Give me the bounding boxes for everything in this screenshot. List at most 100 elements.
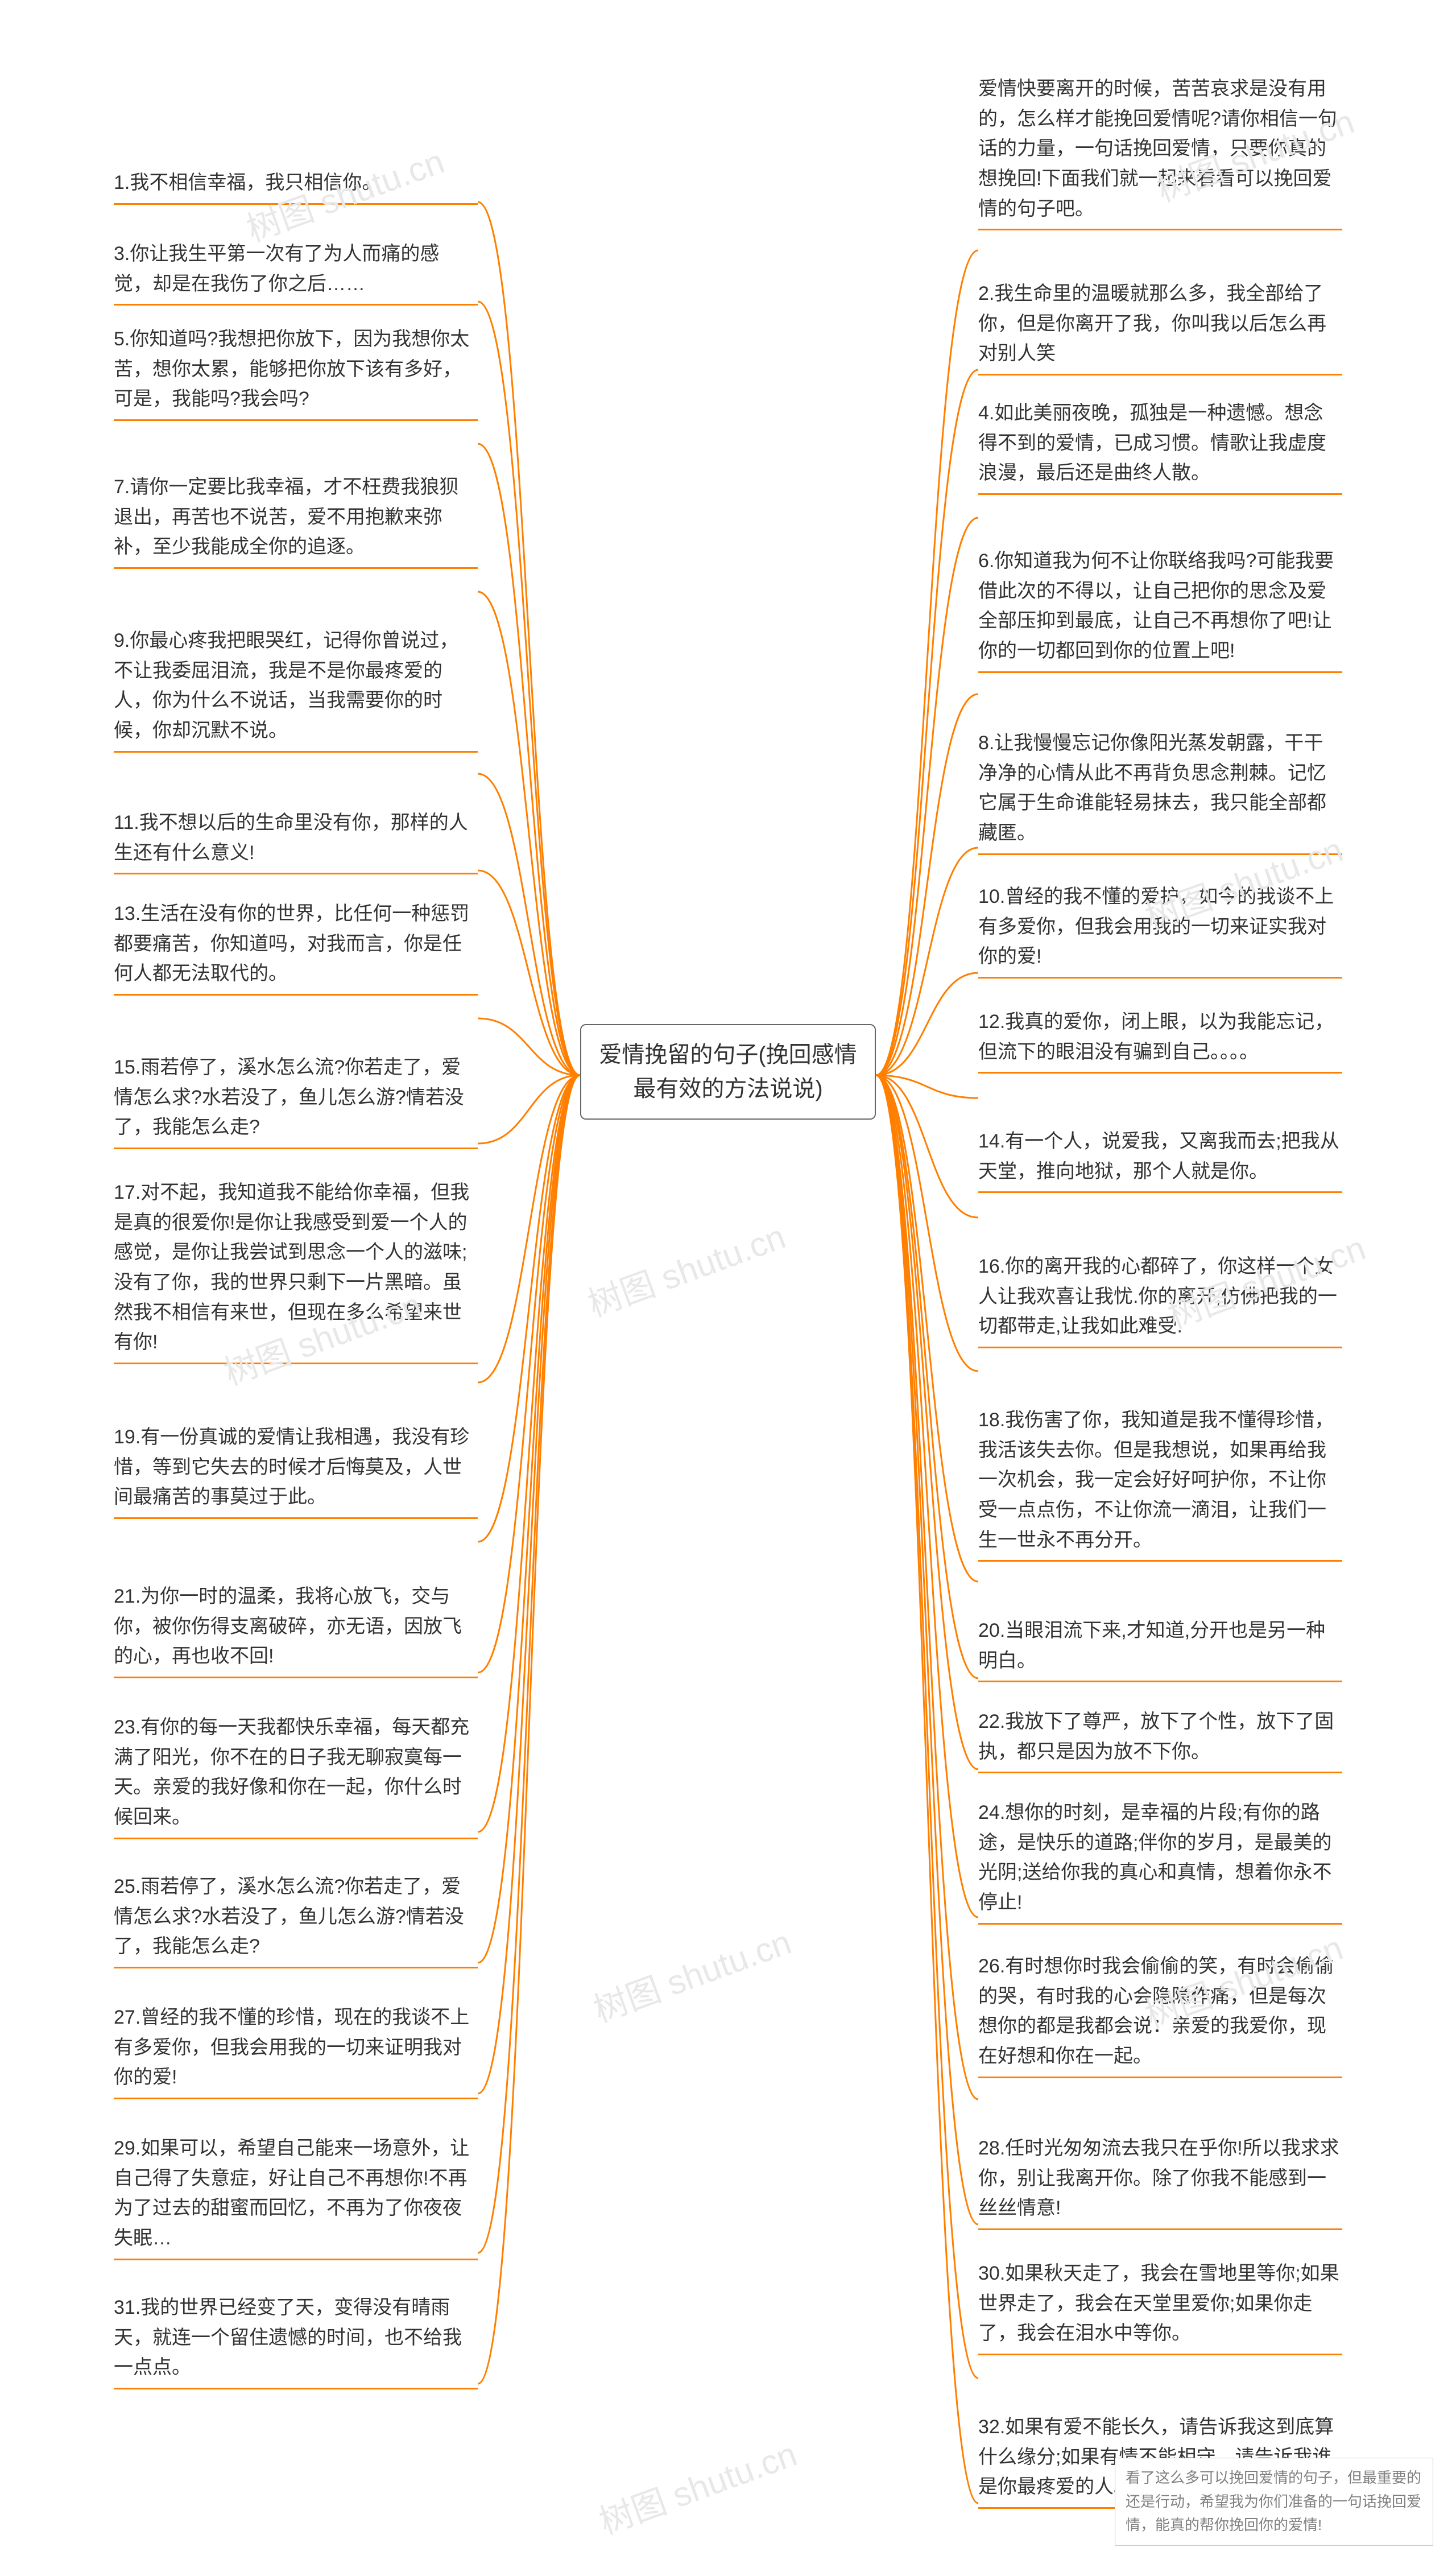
leaf-underline	[978, 2228, 1342, 2230]
footer-note: 看了这么多可以挽回爱情的句子，但最重要的还是行动，希望我为你们准备的一句话挽回爱…	[1115, 2458, 1433, 2546]
leaf-node: 22.我放下了尊严，放下了个性，放下了固执，都只是因为放不下你。	[978, 1707, 1342, 1773]
leaf-node: 14.有一个人，说爱我，又离我而去;把我从天堂，推向地狱，那个人就是你。	[978, 1126, 1342, 1193]
leaf-underline	[978, 493, 1342, 495]
edge	[478, 444, 580, 1075]
edge	[876, 1075, 978, 1217]
leaf-underline	[114, 873, 478, 874]
edge	[876, 848, 978, 1075]
leaf-underline	[114, 751, 478, 753]
leaf-node: 2.我生命里的温暖就那么多，我全部给了你，但是你离开了我，你叫我以后怎么再对别人…	[978, 279, 1342, 375]
leaf-underline	[978, 1191, 1342, 1193]
leaf-underline	[978, 1681, 1342, 1682]
watermark: 树图 shutu.cn	[580, 1210, 791, 1327]
leaf-node: 13.生活在没有你的世界，比任何一种惩罚都要痛苦，你知道吗，对我而言，你是任何人…	[114, 899, 478, 996]
edge	[478, 1075, 580, 1963]
leaf-underline	[114, 1967, 478, 1968]
edge	[478, 1018, 580, 1075]
leaf-node: 20.当眼泪流下来,才知道,分开也是另一种明白。	[978, 1616, 1342, 1682]
leaf-underline	[978, 1772, 1342, 1773]
leaf-node: 5.你知道吗?我想把你放下，因为我想你太苦，想你太累，能够把你放下该有多好，可是…	[114, 324, 478, 421]
leaf-underline	[978, 374, 1342, 375]
edge	[876, 973, 978, 1075]
leaf-node: 18.我伤害了你，我知道是我不懂得珍惜，我活该失去你。但是我想说，如果再给我一次…	[978, 1405, 1342, 1562]
leaf-underline	[114, 2259, 478, 2260]
leaf-node: 12.我真的爱你，闭上眼，以为我能忘记，但流下的眼泪没有骗到自己。。。。	[978, 1007, 1342, 1074]
edge	[478, 1075, 580, 2253]
edge	[876, 1075, 978, 1917]
edge	[876, 1075, 978, 1371]
leaf-node: 29.如果可以，希望自己能来一场意外，让自己得了失意症，好让自己不再想你!不再为…	[114, 2133, 478, 2260]
leaf-underline	[114, 1363, 478, 1364]
leaf-underline	[978, 2077, 1342, 2078]
leaf-node: 9.你最心疼我把眼哭红，记得你曾说过，不让我委屈泪流，我是不是你最疼爱的人，你为…	[114, 626, 478, 753]
leaf-underline	[978, 1072, 1342, 1074]
leaf-node: 28.任时光匆匆流去我只在乎你!所以我求求你，别让我离开你。除了你我不能感到一丝…	[978, 2133, 1342, 2230]
edge	[478, 1075, 580, 1144]
leaf-node: 24.想你的时刻，是幸福的片段;有你的路途，是快乐的道路;伴你的岁月，是最美的光…	[978, 1798, 1342, 1925]
leaf-underline	[978, 671, 1342, 673]
edge	[478, 1075, 580, 1832]
edge	[876, 250, 978, 1075]
leaf-node: 26.有时想你时我会偷偷的笑，有时会偷偷的哭，有时我的心会隐隐作痛，但是每次想你…	[978, 1951, 1342, 2078]
edge	[478, 1075, 580, 2094]
leaf-node: 8.让我慢慢忘记你像阳光蒸发朝露，干干净净的心情从此不再背负思念荆棘。记忆它属于…	[978, 728, 1342, 855]
edge	[478, 870, 580, 1075]
leaf-underline	[114, 304, 478, 306]
edge	[478, 1075, 580, 2384]
edge	[876, 1075, 978, 1769]
edge	[478, 1075, 580, 1542]
edge	[876, 1075, 978, 1098]
leaf-node: 16.你的离开我的心都碎了，你这样一个女人让我欢喜让我忧.你的离开,仿佛把我的一…	[978, 1252, 1342, 1348]
leaf-node: 11.我不想以后的生命里没有你，那样的人生还有什么意义!	[114, 808, 478, 874]
edge	[876, 694, 978, 1075]
leaf-underline	[114, 1148, 478, 1149]
leaf-node: 10.曾经的我不懂的爱护，如今的我谈不上有多爱你，但我会用我的一切来证实我对你的…	[978, 882, 1342, 979]
leaf-node: 21.为你一时的温柔，我将心放飞，交与你，被你伤得支离破碎，亦无语，因放飞的心，…	[114, 1582, 478, 1678]
edge	[876, 370, 978, 1075]
leaf-node: 3.你让我生平第一次有了为人而痛的感觉，却是在我伤了你之后……	[114, 239, 478, 306]
leaf-underline	[978, 853, 1342, 855]
edge	[478, 302, 580, 1075]
leaf-node: 31.我的世界已经变了天，变得没有晴雨天，就连一个留住遗憾的时间，也不给我一点点…	[114, 2293, 478, 2389]
leaf-underline	[114, 203, 478, 205]
edge	[876, 518, 978, 1075]
edge	[478, 592, 580, 1075]
leaf-underline	[114, 2388, 478, 2389]
leaf-node: 17.对不起，我知道我不能给你幸福，但我是真的很爱你!是你让我感受到爱一个人的感…	[114, 1178, 478, 1364]
leaf-node: 23.有你的每一天我都快乐幸福，每天都充满了阳光，你不在的日子我无聊寂寞每一天。…	[114, 1712, 478, 1839]
edge	[876, 1075, 978, 2224]
edge	[478, 202, 580, 1075]
leaf-underline	[978, 229, 1342, 230]
edge	[876, 1075, 978, 2503]
leaf-underline	[978, 977, 1342, 979]
leaf-underline	[114, 994, 478, 996]
leaf-underline	[114, 419, 478, 421]
leaf-node: 19.有一份真诚的爱情让我相遇，我没有珍惜，等到它失去的时候才后悔莫及，人世间最…	[114, 1422, 478, 1519]
edge	[876, 1075, 978, 1678]
edge	[876, 1075, 978, 2099]
leaf-underline	[114, 567, 478, 569]
leaf-node: 6.你知道我为何不让你联络我吗?可能我要借此次的不得以，让自己把你的思念及爱全部…	[978, 546, 1342, 673]
leaf-underline	[978, 2354, 1342, 2355]
leaf-underline	[114, 1677, 478, 1678]
edge	[478, 1075, 580, 1673]
leaf-node: 27.曾经的我不懂的珍惜，现在的我谈不上有多爱你，但我会用我的一切来证明我对你的…	[114, 2003, 478, 2099]
leaf-underline	[978, 1560, 1342, 1562]
edge	[876, 1075, 978, 1582]
edge	[876, 1075, 978, 2378]
leaf-node: 7.请你一定要比我幸福，才不枉费我狼狈退出，再苦也不说苦，爱不用抱歉来弥补，至少…	[114, 472, 478, 569]
leaf-node: 1.我不相信幸福，我只相信你。	[114, 168, 478, 205]
leaf-node: 4.如此美丽夜晚，孤独是一种遗憾。想念得不到的爱情，已成习惯。情歌让我虚度浪漫，…	[978, 398, 1342, 495]
edge	[478, 1075, 580, 1382]
leaf-underline	[114, 1838, 478, 1839]
leaf-underline	[114, 1517, 478, 1519]
leaf-node: 25.雨若停了，溪水怎么流?你若走了，爱情怎么求?水若没了，鱼儿怎么游?情若没了…	[114, 1872, 478, 1968]
leaf-underline	[978, 1923, 1342, 1925]
leaf-node: 30.如果秋天走了，我会在雪地里等你;如果世界走了，我会在天堂里爱你;如果你走了…	[978, 2259, 1342, 2355]
edge	[478, 774, 580, 1075]
mindmap-canvas: 爱情挽留的句子(挽回感情最有效的方法说说) 1.我不相信幸福，我只相信你。 3.你…	[0, 0, 1456, 2555]
watermark: 树图 shutu.cn	[592, 2427, 803, 2544]
leaf-underline	[978, 1347, 1342, 1348]
center-node: 爱情挽留的句子(挽回感情最有效的方法说说)	[580, 1024, 876, 1120]
leaf-node: 15.雨若停了，溪水怎么流?你若走了，爱情怎么求?水若没了，鱼儿怎么游?情若没了…	[114, 1052, 478, 1149]
